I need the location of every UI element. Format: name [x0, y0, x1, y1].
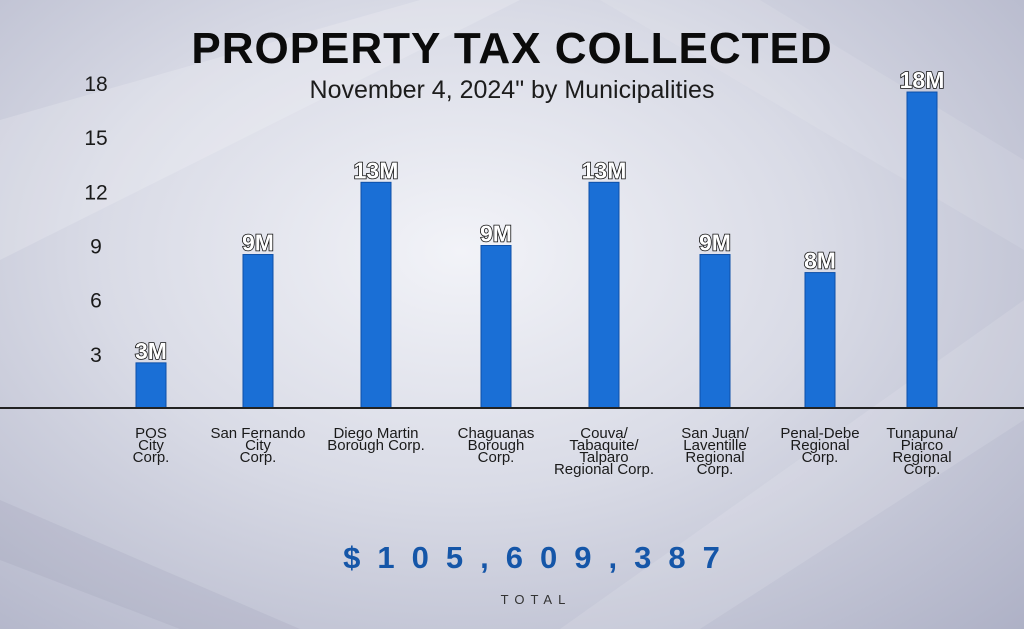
x-category-label: San Juan/Laventille Regional Corp. — [681, 425, 749, 478]
chart-subtitle: November 4, 2024" by Municipalities — [309, 76, 715, 104]
bar — [360, 181, 392, 409]
y-tick-label: 9 — [90, 236, 102, 259]
bar-data-label: 8M — [804, 248, 836, 274]
bar-data-label: 13M — [582, 157, 627, 183]
bar — [242, 254, 274, 409]
y-tick-label: 18 — [84, 73, 107, 96]
y-tick-label: 12 — [84, 181, 107, 204]
x-category-label: Couva/Tabaquite/Talparo Regional Corp. — [554, 425, 654, 478]
x-category-label: Diego Martin Borough Corp. — [327, 425, 425, 454]
bar-data-label: 18M — [900, 67, 945, 93]
y-tick-label: 3 — [90, 344, 102, 367]
total-label: TOTAL — [500, 592, 572, 607]
y-tick-label: 6 — [90, 290, 102, 313]
x-category-label: San Fernando City Corp. — [210, 425, 305, 466]
total-amount: $105,609,387 — [343, 540, 737, 575]
chart-title: PROPERTY TAX COLLECTED — [191, 24, 833, 73]
bar — [588, 181, 620, 409]
x-category-label: Chaguanas Borough Corp. — [458, 425, 535, 466]
y-tick-label: 15 — [84, 127, 107, 150]
bar — [480, 245, 512, 409]
bar-data-label: 9M — [242, 230, 274, 256]
bar-data-label: 9M — [480, 221, 512, 247]
bar-data-label: 13M — [354, 157, 399, 183]
bar — [906, 91, 938, 409]
bar-data-label: 3M — [135, 338, 167, 364]
x-category-label: Tunapuna/Piarco Regional Corp. — [886, 425, 958, 478]
bar — [699, 254, 731, 409]
x-category-label: POS City Corp. — [133, 425, 170, 466]
bar — [804, 272, 836, 409]
bar — [135, 362, 167, 409]
x-category-label: Penal-Debe Regional Corp. — [780, 425, 859, 466]
bar-data-label: 9M — [699, 230, 731, 256]
